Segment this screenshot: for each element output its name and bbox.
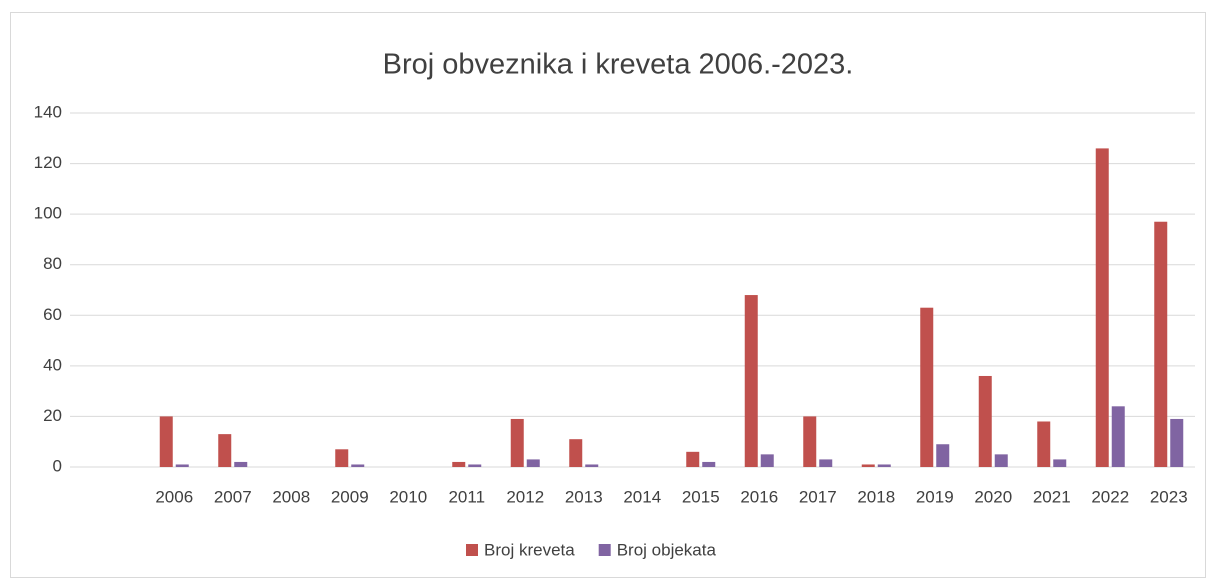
x-tick-label: 2006 bbox=[155, 487, 193, 506]
x-tick-label: 2022 bbox=[1091, 487, 1129, 506]
bar bbox=[1037, 421, 1051, 467]
bar bbox=[978, 375, 992, 467]
bar bbox=[510, 418, 524, 467]
x-tick-label: 2020 bbox=[974, 487, 1012, 506]
bar bbox=[526, 459, 540, 467]
x-tick-label: 2017 bbox=[799, 487, 837, 506]
bar bbox=[585, 464, 599, 467]
y-tick-label: 40 bbox=[43, 355, 62, 374]
x-tick-label: 2012 bbox=[506, 487, 544, 506]
x-tick-label: 2019 bbox=[916, 487, 954, 506]
x-tick-label: 2008 bbox=[272, 487, 310, 506]
bar bbox=[702, 461, 716, 467]
y-tick-label: 20 bbox=[43, 406, 62, 425]
x-tick-label: 2015 bbox=[682, 487, 720, 506]
y-tick-label: 120 bbox=[34, 153, 62, 172]
bar bbox=[877, 464, 891, 467]
bar bbox=[234, 461, 248, 467]
bar bbox=[1053, 459, 1067, 467]
x-tick-label: 2021 bbox=[1033, 487, 1071, 506]
x-tick-label: 2016 bbox=[740, 487, 778, 506]
bar bbox=[351, 464, 365, 467]
bar bbox=[218, 434, 232, 467]
bar bbox=[569, 439, 583, 467]
y-tick-label: 100 bbox=[34, 204, 62, 223]
bar bbox=[744, 295, 758, 467]
bar bbox=[159, 416, 173, 467]
x-tick-label: 2013 bbox=[565, 487, 603, 506]
bar bbox=[175, 464, 189, 467]
legend-swatch bbox=[466, 544, 478, 556]
bar bbox=[936, 444, 950, 467]
bar bbox=[1095, 148, 1109, 467]
bar bbox=[803, 416, 817, 467]
y-tick-label: 80 bbox=[43, 254, 62, 273]
bar bbox=[452, 461, 466, 467]
x-tick-label: 2007 bbox=[214, 487, 252, 506]
bar bbox=[686, 451, 700, 467]
x-tick-label: 2009 bbox=[331, 487, 369, 506]
bar bbox=[994, 454, 1008, 467]
x-tick-label: 2018 bbox=[857, 487, 895, 506]
bar bbox=[335, 449, 349, 467]
x-tick-label: 2023 bbox=[1150, 487, 1188, 506]
legend-label: Broj objekata bbox=[617, 540, 717, 559]
bar bbox=[920, 307, 934, 467]
x-tick-label: 2014 bbox=[623, 487, 661, 506]
y-tick-label: 0 bbox=[53, 456, 62, 475]
bar bbox=[468, 464, 482, 467]
chart-title: Broj obveznika i kreveta 2006.-2023. bbox=[383, 49, 854, 81]
x-tick-label: 2011 bbox=[448, 487, 485, 506]
bar bbox=[1170, 418, 1184, 467]
bar bbox=[1111, 406, 1125, 467]
bar bbox=[819, 459, 833, 467]
bar bbox=[861, 464, 875, 467]
legend-label: Broj kreveta bbox=[484, 540, 575, 559]
legend-swatch bbox=[598, 544, 611, 556]
x-tick-label: 2010 bbox=[389, 487, 427, 506]
bar bbox=[760, 454, 774, 467]
chart-border bbox=[10, 12, 1206, 578]
y-tick-label: 60 bbox=[43, 305, 62, 324]
bar bbox=[1154, 221, 1168, 467]
y-tick-label: 140 bbox=[34, 102, 62, 121]
